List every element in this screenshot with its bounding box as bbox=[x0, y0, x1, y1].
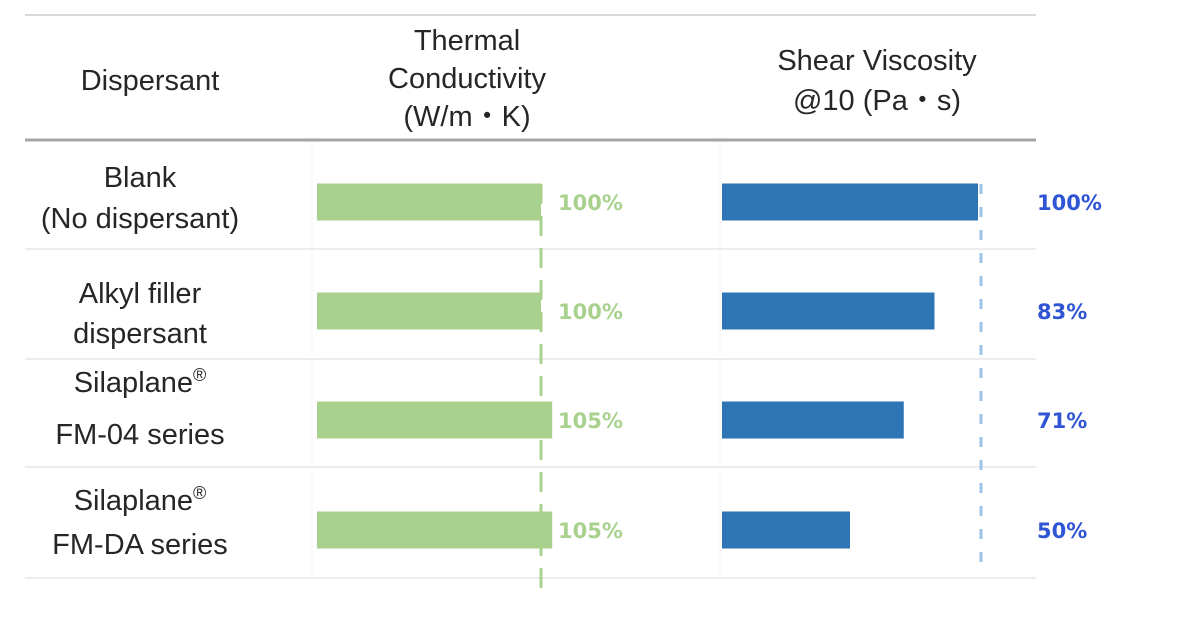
header-shear-line-2: @10 (Pa・s) bbox=[793, 85, 961, 117]
row-label: dispersant bbox=[73, 318, 207, 350]
row-label: (No dispersant) bbox=[41, 203, 239, 235]
shear-bar bbox=[722, 292, 935, 330]
thermal-value-label: 105% bbox=[558, 519, 623, 543]
row-label: Alkyl filler bbox=[79, 278, 202, 310]
shear-value-label: 100% bbox=[1037, 191, 1102, 215]
thermal-value-label: 105% bbox=[558, 409, 623, 433]
row-label: Silaplane® bbox=[74, 365, 207, 399]
thermal-bar bbox=[317, 292, 541, 330]
row-label: Silaplane® bbox=[74, 483, 207, 517]
shear-bar bbox=[722, 511, 850, 549]
shear-bar bbox=[722, 401, 904, 439]
thermal-bar bbox=[317, 511, 553, 549]
chart-marks: 100% 100% 105% 105% 100% 83% 71% 50% bbox=[317, 183, 1102, 588]
thermal-bar bbox=[317, 401, 553, 439]
header-thermal-line-2: Conductivity bbox=[388, 63, 546, 95]
row-label: FM-04 series bbox=[55, 419, 224, 451]
header-dispersant: Dispersant bbox=[81, 65, 220, 97]
thermal-value-label: 100% bbox=[558, 300, 623, 324]
row-label: Blank bbox=[104, 162, 177, 194]
shear-value-label: 50% bbox=[1037, 519, 1087, 543]
thermal-bar bbox=[317, 183, 541, 221]
header-thermal-line-1: Thermal bbox=[414, 25, 520, 57]
shear-value-label: 71% bbox=[1037, 409, 1087, 433]
shear-value-label: 83% bbox=[1037, 300, 1087, 324]
shear-bar bbox=[722, 183, 978, 221]
thermal-value-label: 100% bbox=[558, 191, 623, 215]
header-shear-line-1: Shear Viscosity bbox=[777, 45, 977, 77]
header-thermal-line-3: (W/m・K) bbox=[403, 101, 530, 133]
row-label: FM-DA series bbox=[52, 529, 228, 561]
